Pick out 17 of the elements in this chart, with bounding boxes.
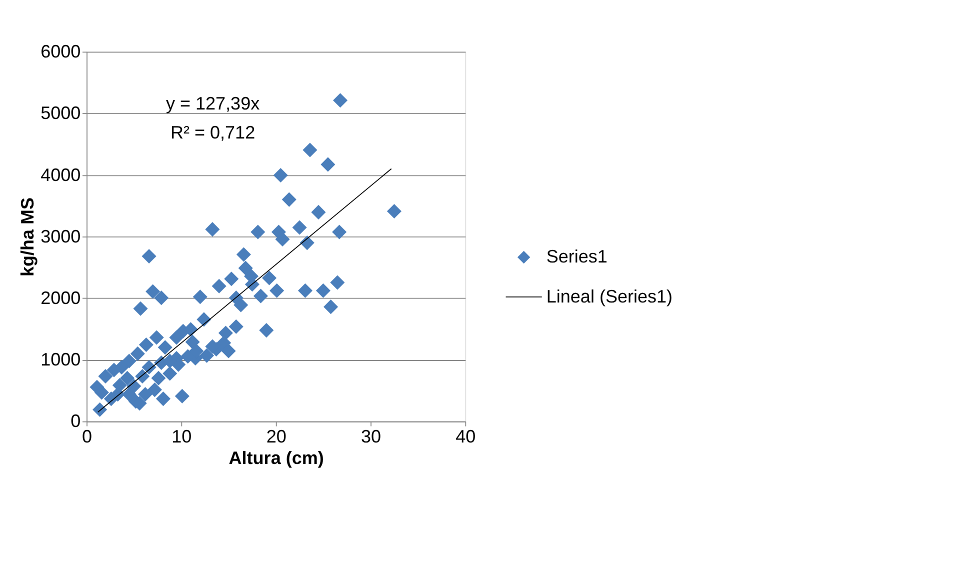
x-tick-label: 20	[266, 426, 286, 447]
annotation: y = 127,39x	[166, 93, 260, 114]
x-tick-label: 40	[456, 426, 476, 447]
x-tick-label: 10	[172, 426, 192, 447]
y-axis-title: kg/ha MS	[17, 197, 38, 277]
y-tick-label: 1000	[40, 350, 81, 370]
y-tick-label: 0	[70, 411, 81, 432]
y-tick-label: 3000	[40, 226, 81, 246]
legend-label: Series1	[546, 246, 608, 267]
y-tick-label: 2000	[40, 288, 81, 308]
x-tick-label: 30	[360, 426, 382, 447]
y-tick-label: 5000	[40, 103, 81, 124]
y-tick-label: 4000	[40, 164, 81, 185]
annotation: R² = 0,712	[170, 122, 256, 142]
x-axis-title: Altura (cm)	[228, 448, 324, 468]
y-tick-label: 6000	[40, 42, 81, 62]
legend-label: Lineal (Series1)	[546, 286, 673, 306]
